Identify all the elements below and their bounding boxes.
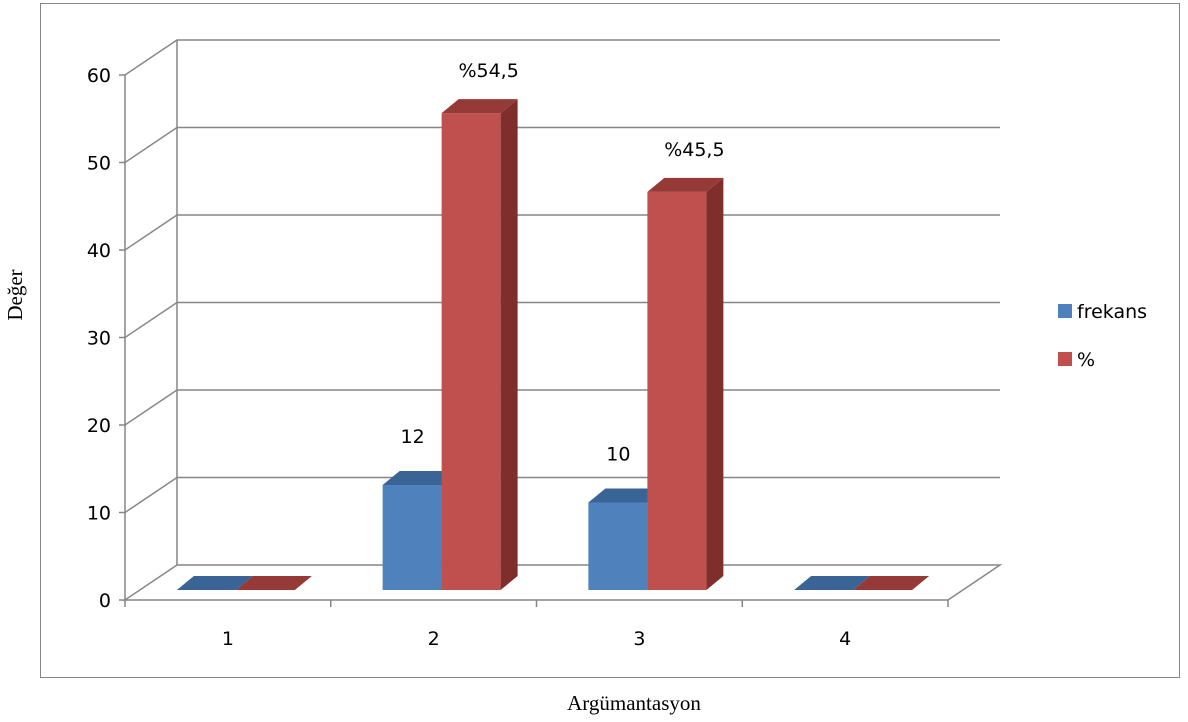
data-label: 10 (606, 444, 630, 466)
legend-swatch (1058, 304, 1072, 318)
data-labels: 12 %54,5 10 %45,5 (401, 60, 725, 465)
bar-frekans-1 (176, 576, 253, 590)
legend-label: frekans (1077, 301, 1147, 323)
floor-plane (122, 564, 1003, 601)
x-tick-label: 4 (839, 628, 851, 650)
bar-top (647, 177, 724, 192)
gridline (124, 214, 1000, 251)
gridlines (122, 39, 1003, 601)
bar-top (853, 576, 930, 590)
legend-label: % (1077, 349, 1095, 371)
y-tick-label: 60 (87, 65, 111, 87)
bar-top (235, 576, 312, 590)
y-tick-label: 10 (87, 503, 111, 525)
y-tick-label: 20 (87, 415, 111, 437)
x-tick-label: 3 (633, 628, 645, 650)
bar-top (176, 576, 253, 590)
bar-percent-4 (853, 576, 930, 590)
y-axis: 0 10 20 30 40 50 60 (87, 65, 125, 612)
gridline (124, 301, 1000, 339)
bar-percent-3 (647, 177, 724, 590)
bar-top (441, 99, 518, 114)
bar-front (441, 113, 501, 590)
gridline (124, 39, 1000, 76)
gridline (124, 476, 1000, 514)
bar-front (588, 502, 648, 590)
data-label: %45,5 (664, 139, 724, 161)
bar-side (706, 177, 724, 590)
bar-frekans-4 (794, 576, 871, 590)
x-tick-label: 2 (428, 628, 440, 650)
y-tick-label: 0 (99, 590, 111, 612)
legend-swatch (1058, 352, 1072, 366)
y-tick-label: 40 (87, 240, 111, 262)
bar-front (647, 191, 707, 590)
data-label: 12 (401, 426, 425, 448)
x-tick-label: 1 (222, 628, 234, 650)
x-axis-title: Argümantasyon (567, 691, 701, 715)
bar-front (382, 485, 442, 590)
bar-top (794, 576, 871, 590)
bar-side (500, 99, 518, 590)
bar-top (382, 471, 459, 485)
y-tick-label: 50 (87, 153, 111, 175)
bars (176, 99, 930, 590)
y-axis-title: Değer (3, 269, 27, 320)
x-axis: 1 2 3 4 (124, 600, 949, 650)
gridline (124, 126, 1000, 164)
gridline (124, 389, 1000, 426)
bar-percent-2 (441, 99, 518, 590)
y-tick-label: 30 (87, 328, 111, 350)
bar-top (588, 488, 665, 503)
bar-percent-1 (235, 576, 312, 590)
legend: frekans% (1058, 301, 1147, 371)
data-label: %54,5 (458, 60, 518, 82)
